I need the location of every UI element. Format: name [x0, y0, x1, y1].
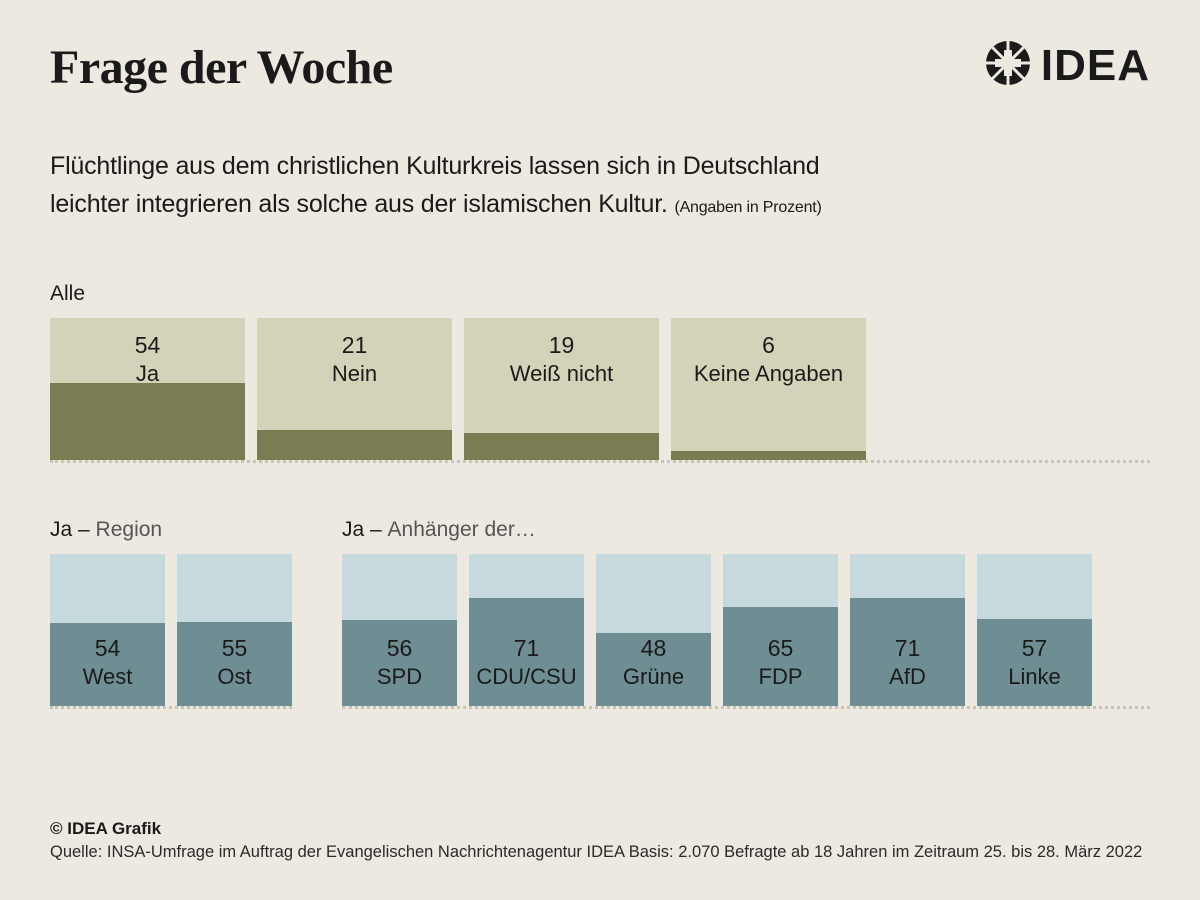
bar-fill [257, 430, 452, 460]
bar-value: 71 [514, 635, 540, 662]
section-label-party: Ja – Anhänger der… [342, 518, 1150, 542]
bar-label: Weiß nicht [510, 361, 614, 387]
section-bottom-row: Ja – Region 54West55Ost Ja – Anhänger de… [50, 518, 1150, 709]
bar: 48Grüne [596, 554, 711, 706]
bar: 55Ost [177, 554, 292, 706]
bar: 57Linke [977, 554, 1092, 706]
section-party: Ja – Anhänger der… 56SPD71CDU/CSU48Grüne… [342, 518, 1150, 709]
bars-party: 56SPD71CDU/CSU48Grüne65FDP71AfD57Linke [342, 554, 1150, 709]
bar-value: 54 [135, 332, 161, 359]
bar-fill [50, 383, 245, 460]
bar-value: 48 [641, 635, 667, 662]
logo-text: IDEA [1041, 41, 1150, 91]
bar-label: Grüne [623, 664, 684, 690]
header: Frage der Woche IDEA [50, 40, 1150, 95]
bar-label: Linke [1008, 664, 1061, 690]
bar-label: Ost [217, 664, 251, 690]
source-text: Quelle: INSA-Umfrage im Auftrag der Evan… [50, 843, 1150, 862]
section-label-region: Ja – Region [50, 518, 292, 542]
bar: 71AfD [850, 554, 965, 706]
bar: 21Nein [257, 318, 452, 460]
subtitle-line2: leichter integrieren als solche aus der … [50, 188, 1150, 222]
bar-value: 21 [342, 332, 368, 359]
subtitle-note: (Angaben in Prozent) [674, 199, 821, 216]
bar-label: Ja [136, 361, 159, 387]
bar-label: Nein [332, 361, 377, 387]
bar-value: 6 [762, 332, 775, 359]
bar-label: CDU/CSU [476, 664, 576, 690]
headline: Frage der Woche [50, 40, 393, 95]
bar-label: West [83, 664, 133, 690]
bar-value: 57 [1022, 635, 1048, 662]
bar: 54Ja [50, 318, 245, 460]
bar: 65FDP [723, 554, 838, 706]
subtitle-line1: Flüchtlinge aus dem christlichen Kulturk… [50, 150, 1150, 184]
bar-fill [977, 619, 1092, 706]
bar-value: 19 [549, 332, 575, 359]
section-label-alle: Alle [50, 282, 1150, 306]
bar-label: SPD [377, 664, 422, 690]
logo-icon [985, 40, 1031, 91]
section-alle: Alle 54Ja21Nein19Weiß nicht6Keine Angabe… [50, 282, 1150, 463]
bar-value: 71 [895, 635, 921, 662]
bar-label: FDP [759, 664, 803, 690]
bar-value: 54 [95, 635, 121, 662]
bar-value: 55 [222, 635, 248, 662]
bars-region: 54West55Ost [50, 554, 292, 709]
bar: 71CDU/CSU [469, 554, 584, 706]
footer: © IDEA Grafik Quelle: INSA-Umfrage im Au… [50, 819, 1150, 862]
brand-logo: IDEA [985, 40, 1150, 91]
bar: 56SPD [342, 554, 457, 706]
bars-alle: 54Ja21Nein19Weiß nicht6Keine Angaben [50, 318, 1150, 463]
bar-value: 56 [387, 635, 413, 662]
bar-label: AfD [889, 664, 926, 690]
section-region: Ja – Region 54West55Ost [50, 518, 292, 709]
copyright: © IDEA Grafik [50, 819, 1150, 839]
bar: 6Keine Angaben [671, 318, 866, 460]
subtitle-block: Flüchtlinge aus dem christlichen Kulturk… [50, 150, 1150, 222]
bar-label: Keine Angaben [694, 361, 843, 387]
bar-fill [464, 433, 659, 460]
bar-fill [671, 451, 866, 460]
bar: 54West [50, 554, 165, 706]
bar: 19Weiß nicht [464, 318, 659, 460]
bar-value: 65 [768, 635, 794, 662]
